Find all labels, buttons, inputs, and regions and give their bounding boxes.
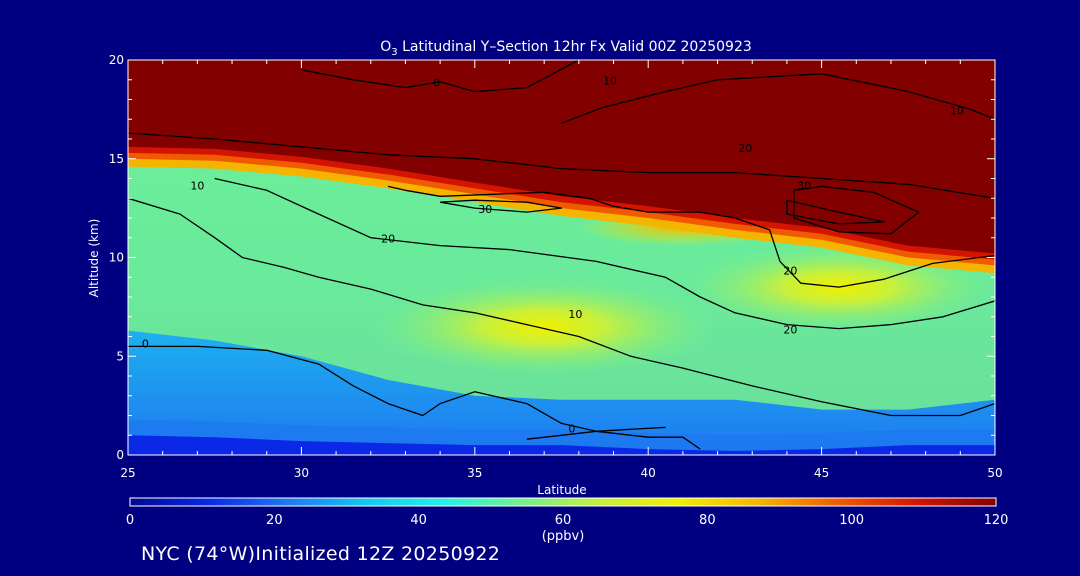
colorbar-tick-label: 40 xyxy=(410,513,427,528)
contour-line-0 xyxy=(526,426,666,440)
x-tick-label: 30 xyxy=(294,466,309,480)
contour-label: 20 xyxy=(738,142,752,155)
contour-label: 30 xyxy=(478,203,492,216)
x-axis-label: Latitude xyxy=(537,483,586,497)
contour-label: 20 xyxy=(783,264,797,277)
x-tick-label: 40 xyxy=(641,466,656,480)
colorbar-tick-label: 120 xyxy=(984,513,1009,528)
contour-label: 10 xyxy=(568,308,582,321)
y-tick-label: 0 xyxy=(116,448,124,462)
stratosphere-band-3 xyxy=(128,60,995,254)
y-tick-label: 5 xyxy=(116,349,124,363)
y-tick-label: 10 xyxy=(109,251,124,265)
contour-line-10 xyxy=(561,73,995,124)
contour-label: 0 xyxy=(142,337,149,350)
contour-line-0 xyxy=(128,345,701,450)
contour-label: 0 xyxy=(568,422,575,435)
contour-label: 10 xyxy=(603,75,617,88)
y-axis: 0 5 10 15 20 xyxy=(109,53,995,462)
contour-line-10 xyxy=(301,60,580,93)
contour-label: 20 xyxy=(381,233,395,246)
plot-area: 10 30 20 20 10 20 0 0 0 10 10 20 30 xyxy=(128,60,995,455)
x-axis: 25 30 35 40 45 50 xyxy=(120,60,1003,480)
colorbar-tick-label: 20 xyxy=(266,513,283,528)
x-tick-label: 45 xyxy=(814,466,829,480)
contour-line-20 xyxy=(214,177,995,330)
y-tick-label: 15 xyxy=(109,152,124,166)
contour-lines xyxy=(128,60,995,450)
contour-line-30 xyxy=(387,185,995,288)
colorbar-tick-label: 80 xyxy=(699,513,716,528)
colorbar-tick-label: 0 xyxy=(126,513,134,528)
contour-label: 10 xyxy=(190,179,204,192)
contour-line-30 xyxy=(439,199,563,213)
colorbar-strip xyxy=(129,497,997,507)
contour-label: 10 xyxy=(950,104,964,117)
contour-label: 0 xyxy=(433,77,440,90)
colorbar-tick-label: 100 xyxy=(839,513,864,528)
ozone-field xyxy=(128,60,995,455)
surface-blue xyxy=(128,435,995,455)
contour-line-30 xyxy=(786,199,885,225)
contour-label: 30 xyxy=(797,179,811,192)
contour-line-10 xyxy=(128,197,995,417)
contour-label: 20 xyxy=(783,324,797,337)
contour-line-30 xyxy=(793,185,920,235)
initialization-note: NYC (74°W)Initialized 12Z 20250922 xyxy=(141,543,501,565)
y-tick-label: 20 xyxy=(109,53,124,67)
contour-line-20 xyxy=(128,132,995,199)
colorbar-tick-label: 60 xyxy=(555,513,572,528)
contour-labels: 10 30 20 20 10 20 0 0 0 10 10 20 30 xyxy=(142,75,964,436)
colorbar-ticks: 0 20 40 60 80 100 120 xyxy=(126,513,1009,528)
y-axis-label: Altitude (km) xyxy=(87,219,101,298)
x-tick-label: 35 xyxy=(467,466,482,480)
colorbar: 0 20 40 60 80 100 120 (ppbv) xyxy=(126,497,1009,544)
colorbar-unit-label: (ppbv) xyxy=(542,529,585,544)
x-tick-label: 25 xyxy=(120,466,135,480)
x-tick-label: 50 xyxy=(987,466,1002,480)
yellow-core xyxy=(370,277,718,376)
chart-title: O3 Latitudinal Y–Section 12hr Fx Valid 0… xyxy=(380,39,752,58)
